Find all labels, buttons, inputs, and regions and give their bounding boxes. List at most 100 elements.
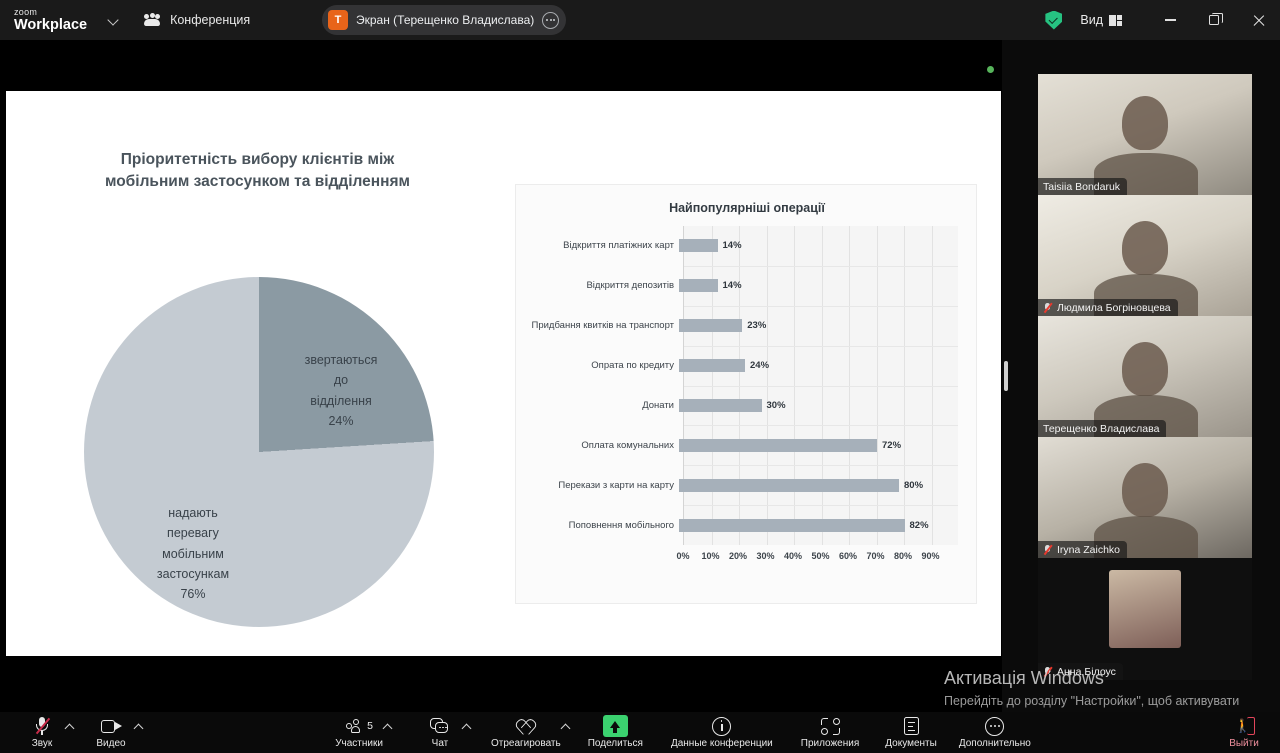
x-axis-tick-label: 40%: [784, 551, 802, 561]
presentation-slide: Пріоритетність вибору клієнтів між мобіл…: [6, 91, 1001, 656]
bar-category-label: Оплата комунальних: [516, 440, 679, 451]
pie-title-line1: Пріоритетність вибору клієнтів між: [30, 149, 485, 171]
bar-chart-row: Донати30%: [516, 397, 978, 413]
chat-button[interactable]: Чат: [418, 712, 462, 753]
meeting-info-button[interactable]: Данные конференции: [671, 712, 773, 753]
bar-category-label: Донати: [516, 400, 679, 411]
documents-button-label: Документы: [885, 738, 937, 749]
bar-value-label: 14%: [723, 280, 742, 291]
bar: [679, 439, 877, 452]
pie-slice-label-app: надаютьперевагумобільнимзастосункам76%: [132, 503, 254, 604]
x-axis-tick-label: 30%: [756, 551, 774, 561]
person-silhouette: [1122, 221, 1168, 275]
x-axis-tick-label: 10%: [701, 551, 719, 561]
heart-icon: [516, 717, 535, 736]
participant-video: [1038, 195, 1252, 316]
participant-tile[interactable]: Анна Білоус: [1038, 558, 1252, 680]
participant-tile[interactable]: Taisiia Bondaruk: [1038, 74, 1252, 195]
bar-chart-row: Відкриття платіжних карт 14%: [516, 238, 978, 254]
participant-video: [1038, 316, 1252, 437]
participant-tile[interactable]: Людмила Богріновцева: [1038, 195, 1252, 316]
microphone-muted-icon: [1043, 302, 1052, 313]
bar-value-label: 82%: [910, 520, 929, 531]
more-button[interactable]: Дополнительно: [959, 712, 1031, 753]
zoom-logo: zoom Workplace: [14, 8, 87, 33]
participants-options-chevron-icon[interactable]: [383, 721, 394, 732]
restore-icon[interactable]: [1192, 0, 1236, 40]
bar: [679, 399, 762, 412]
window-controls-group: Вид: [1045, 0, 1280, 40]
audio-options-chevron-icon[interactable]: [64, 721, 75, 732]
watermark-title: Активація Windows: [944, 668, 1274, 689]
participants-button-label: Участники: [335, 738, 383, 749]
audio-button-label: Звук: [32, 738, 53, 749]
chevron-down-icon[interactable]: [107, 13, 121, 27]
participant-name: Людмила Богріновцева: [1057, 302, 1171, 314]
more-dots-icon[interactable]: [542, 12, 559, 29]
bar-value-label: 80%: [904, 480, 923, 491]
shared-screen-stage[interactable]: Пріоритетність вибору клієнтів між мобіл…: [0, 40, 1002, 712]
chat-options-chevron-icon[interactable]: [462, 721, 473, 732]
meeting-tab-label: Конференция: [170, 13, 250, 27]
more-icon: [985, 717, 1004, 736]
bar-value-label: 14%: [723, 240, 742, 251]
documents-button[interactable]: Документы: [885, 712, 937, 753]
chat-button-label: Чат: [432, 738, 449, 749]
participants-count: 5: [367, 720, 373, 732]
participant-video: [1038, 437, 1252, 558]
participant-name: Терещенко Владислава: [1043, 423, 1159, 435]
person-silhouette: [1122, 96, 1168, 150]
close-icon[interactable]: [1236, 0, 1280, 40]
apps-button[interactable]: Приложения: [801, 712, 860, 753]
pie-slice-label-branch: звертаютьсядовідділення24%: [281, 350, 401, 431]
x-axis-tick-label: 90%: [921, 551, 939, 561]
screen-share-tab[interactable]: Т Экран (Терещенко Владислава): [322, 5, 566, 35]
participant-video: [1038, 558, 1252, 680]
video-button-label: Видео: [96, 738, 125, 749]
participant-tile[interactable]: Терещенко Владислава: [1038, 316, 1252, 437]
participant-name-badge: Iryna Zaichko: [1038, 541, 1127, 558]
bar-value-label: 24%: [750, 360, 769, 371]
bar: [679, 359, 745, 372]
camera-icon: [101, 717, 122, 736]
pie-chart: Пріоритетність вибору клієнтів між мобіл…: [6, 91, 506, 656]
video-options-chevron-icon[interactable]: [133, 721, 144, 732]
share-screen-button[interactable]: Поделиться: [588, 712, 643, 753]
bar-chart-row: Поповнення мобільного 82%: [516, 517, 978, 533]
person-silhouette: [1122, 463, 1168, 517]
participant-name-badge: Терещенко Владислава: [1038, 420, 1166, 437]
bar-category-label: Поповнення мобільного: [516, 520, 679, 531]
x-axis-tick-label: 20%: [729, 551, 747, 561]
bar: [679, 519, 905, 532]
meeting-toolbar: Звук Видео 5 Участники: [0, 712, 1280, 753]
leave-meeting-icon: 🚶: [1234, 717, 1255, 736]
bar-value-label: 23%: [747, 320, 766, 331]
view-button[interactable]: Вид: [1080, 13, 1122, 27]
person-silhouette: [1122, 342, 1168, 396]
reactions-button[interactable]: Отреагировать: [491, 712, 561, 753]
chat-icon: [430, 717, 449, 736]
panel-resize-handle[interactable]: [1002, 40, 1010, 712]
microphone-muted-icon: [35, 717, 50, 736]
brand-top: zoom: [14, 8, 87, 17]
bar-chart-title: Найпопулярніші операції: [516, 201, 978, 215]
bar-category-label: Придбання квитків на транспорт: [516, 320, 679, 331]
participant-tile[interactable]: Iryna Zaichko: [1038, 437, 1252, 558]
bar-category-label: Відкриття платіжних карт: [516, 240, 679, 251]
apps-icon: [821, 717, 840, 736]
minimize-icon[interactable]: [1148, 0, 1192, 40]
audio-button[interactable]: Звук: [20, 712, 64, 753]
info-icon: [712, 717, 731, 736]
leave-button[interactable]: 🚶 Выйти: [1222, 712, 1266, 753]
x-axis-tick-label: 50%: [811, 551, 829, 561]
bar-value-label: 72%: [882, 440, 901, 451]
x-axis-tick-label: 80%: [894, 551, 912, 561]
participants-button[interactable]: 5 Участники: [335, 712, 383, 753]
meeting-tab[interactable]: Конференция: [143, 13, 250, 27]
share-button-label: Поделиться: [588, 738, 643, 749]
video-button[interactable]: Видео: [89, 712, 133, 753]
reactions-options-chevron-icon[interactable]: [561, 721, 572, 732]
meeting-info-label: Данные конференции: [671, 738, 773, 749]
apps-button-label: Приложения: [801, 738, 860, 749]
shield-check-icon[interactable]: [1045, 11, 1062, 30]
